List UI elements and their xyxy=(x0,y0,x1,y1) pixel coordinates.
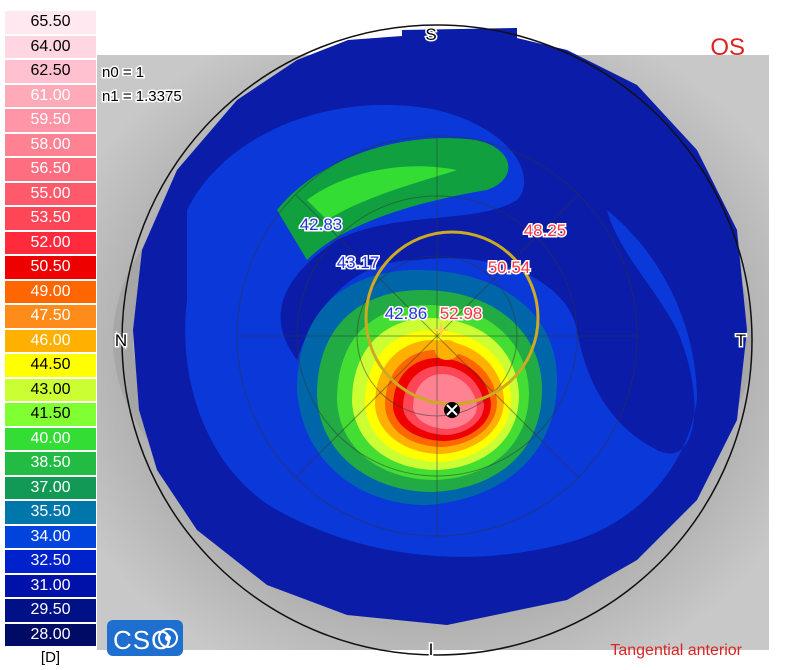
scale-swatch: 58.00 xyxy=(4,132,97,157)
value-label: 50.54 xyxy=(488,258,531,277)
scale-swatch: 64.00 xyxy=(4,34,97,59)
scale-swatch: 40.00 xyxy=(4,426,97,451)
scale-swatch: 65.50 xyxy=(4,10,97,35)
scale-swatch: 29.50 xyxy=(4,598,97,623)
scale-swatch: 62.50 xyxy=(4,59,97,84)
scale-swatch: 47.50 xyxy=(4,304,97,329)
map-grid xyxy=(236,135,638,537)
scale-swatch: 34.00 xyxy=(4,524,97,549)
cso-logo-text: CSO xyxy=(113,625,172,655)
scale-swatch: 61.00 xyxy=(4,83,97,108)
eye-label: OS xyxy=(710,34,745,61)
scale-swatch: 37.00 xyxy=(4,475,97,500)
scale-swatch: 32.50 xyxy=(4,549,97,574)
orientation-temporal: T xyxy=(736,331,746,350)
value-label: 43.17 xyxy=(337,253,380,272)
map-type-label: Tangential anterior xyxy=(610,642,742,659)
value-label: 42.83 xyxy=(300,215,343,234)
cso-logo: CSO xyxy=(107,620,183,656)
scale-swatch: 41.50 xyxy=(4,402,97,427)
center-marker xyxy=(444,402,460,418)
scale-swatch: 59.50 xyxy=(4,108,97,133)
scale-swatch: 44.50 xyxy=(4,353,97,378)
scale-swatch: 56.50 xyxy=(4,157,97,182)
scale-swatch: 35.50 xyxy=(4,500,97,525)
vertex-marker xyxy=(434,323,448,337)
color-scale-legend: 65.50 64.00 62.50 61.00 59.50 58.00 56.50 55.00… xyxy=(4,10,97,647)
scale-swatch: 43.00 xyxy=(4,377,97,402)
value-label: 42.86 xyxy=(385,304,428,323)
scale-swatch: 50.50 xyxy=(4,255,97,280)
scale-swatch: 55.00 xyxy=(4,181,97,206)
refractive-index-n1: n1 = 1.3375 xyxy=(102,88,182,105)
scale-swatch: 52.00 xyxy=(4,230,97,255)
orientation-superior: S xyxy=(425,25,436,44)
value-label: 52.98 xyxy=(440,304,483,323)
orientation-nasal: N xyxy=(115,331,127,350)
scale-swatch: 46.00 xyxy=(4,328,97,353)
scale-swatch: 31.00 xyxy=(4,573,97,598)
refractive-index-n0: n0 = 1 xyxy=(102,64,144,81)
scale-unit-label: [D] xyxy=(40,649,61,666)
value-label: 48.25 xyxy=(524,221,567,240)
scale-swatch: 38.50 xyxy=(4,451,97,476)
scale-swatch: 49.00 xyxy=(4,279,97,304)
scale-swatch: 53.50 xyxy=(4,206,97,231)
scale-swatch: 28.00 xyxy=(4,622,97,647)
limbus-circle xyxy=(121,24,753,656)
topography-map: S I N T n0 = 1 n1 = 1.3375 OS Tangential… xyxy=(97,24,769,661)
orientation-inferior: I xyxy=(429,640,434,659)
